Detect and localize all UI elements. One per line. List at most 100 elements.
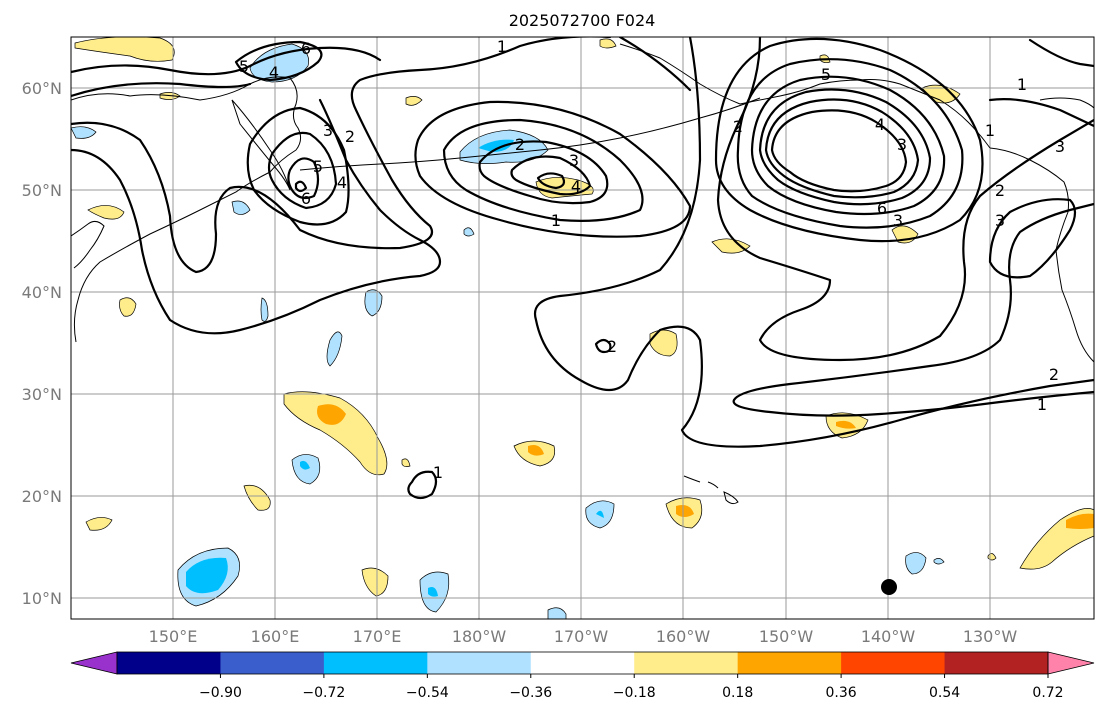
contour-label: 2 xyxy=(1049,365,1059,384)
positive-anomaly xyxy=(361,567,389,597)
contour-labels: 6 5 4 3 2 4 5 6 2 3 4 1 1 1 2 5 2 4 3 6 … xyxy=(239,37,1065,482)
contour-line xyxy=(736,58,964,229)
contour-label: 3 xyxy=(1055,137,1065,156)
negative-anomaly-core xyxy=(596,510,604,518)
contour-label: 1 xyxy=(1017,75,1027,94)
negative-anomaly xyxy=(260,297,269,322)
colorbar-extend-min xyxy=(70,651,118,675)
lat-label-20n: 20°N xyxy=(22,487,62,506)
lon-label-150w: 150°W xyxy=(759,627,814,646)
map-content: 6 5 4 3 2 4 5 6 2 3 4 1 1 1 2 5 2 4 3 6 … xyxy=(71,37,1094,619)
coastline-canada xyxy=(989,147,1094,363)
coastline-kamchatka xyxy=(231,99,291,191)
contour-label: 1 xyxy=(433,463,443,482)
latitude-labels: 60°N 50°N 40°N 30°N 20°N 10°N xyxy=(22,79,62,608)
contour-label: 1 xyxy=(1037,395,1047,414)
lat-label-30n: 30°N xyxy=(22,385,62,404)
positive-anomaly xyxy=(119,297,137,317)
colorbar-tick-label: −0.54 xyxy=(406,685,449,701)
contour-label: 2 xyxy=(515,135,525,154)
contour-line xyxy=(594,338,612,354)
contour-line xyxy=(1028,38,1094,68)
positive-anomaly xyxy=(921,84,961,104)
contour-label: 6 xyxy=(877,199,887,218)
colorbar-tick-labels: −0.90 −0.72 −0.54 −0.36 −0.18 0.18 0.36 0.54 0.7… xyxy=(199,674,1064,701)
contour-line xyxy=(71,98,442,335)
contour-line xyxy=(71,37,612,274)
contour-line xyxy=(533,37,1094,448)
contour-line xyxy=(246,106,350,226)
colorbar-tick-label: 0.36 xyxy=(826,685,857,701)
negative-anomaly-core xyxy=(186,557,228,594)
negative-anomaly xyxy=(905,552,927,575)
positive-anomaly xyxy=(243,484,271,511)
contour-label: 1 xyxy=(985,121,995,140)
negative-anomaly-core xyxy=(478,139,514,152)
colorbar-outline xyxy=(116,651,1049,675)
contour-label: 2 xyxy=(733,117,743,136)
colorbar-tick-label: −0.90 xyxy=(199,685,242,701)
positive-anomaly xyxy=(405,96,423,106)
colorbar-tick-label: −0.18 xyxy=(613,685,656,701)
colorbar-segment xyxy=(427,652,532,674)
lat-label-60n: 60°N xyxy=(22,79,62,98)
positive-anomaly xyxy=(599,38,617,49)
positive-anomaly-core xyxy=(528,445,544,456)
contour-label: 4 xyxy=(571,177,581,196)
colorbar-segment xyxy=(323,652,428,674)
lon-label-180w: 180°W xyxy=(452,627,507,646)
contour-line xyxy=(414,100,692,238)
contour-line xyxy=(510,155,592,196)
lat-label-40n: 40°N xyxy=(22,283,62,302)
contour-label: 2 xyxy=(995,181,1005,200)
negative-anomaly xyxy=(326,331,343,367)
contour-label: 3 xyxy=(323,121,333,140)
lon-label-150e: 150°E xyxy=(149,627,198,646)
storm-position-marker xyxy=(881,579,897,595)
contour-label: 6 xyxy=(301,39,311,58)
colorbar-tick-label: 0.18 xyxy=(722,685,753,701)
lat-label-50n: 50°N xyxy=(22,181,62,200)
positive-anomaly xyxy=(74,37,175,62)
contour-line xyxy=(758,88,932,206)
contour-label: 4 xyxy=(875,115,885,134)
lon-label-160w: 160°W xyxy=(656,627,711,646)
positive-anomaly xyxy=(283,391,388,476)
positive-anomaly xyxy=(711,238,751,254)
contour-line xyxy=(234,40,323,82)
contour-line xyxy=(71,46,382,76)
colorbar-tick-label: 0.72 xyxy=(1032,685,1063,701)
positive-anomaly xyxy=(85,517,113,531)
figure-title: 2025072700 F024 xyxy=(509,11,656,30)
contour-label: 5 xyxy=(239,57,249,76)
contour-line xyxy=(618,37,692,92)
contour-line xyxy=(442,118,644,222)
negative-anomaly xyxy=(71,126,97,139)
colorbar-segments xyxy=(117,652,1049,674)
lon-label-160e: 160°E xyxy=(251,627,300,646)
contour-line xyxy=(732,202,1094,417)
contour-label: 1 xyxy=(551,211,561,230)
contour-line xyxy=(988,198,1077,279)
colorbar-tick-label: 0.54 xyxy=(929,685,960,701)
colorbar-segment xyxy=(841,652,946,674)
lon-label-130w: 130°W xyxy=(963,627,1018,646)
map-frame xyxy=(70,36,1095,620)
contour-line xyxy=(267,131,338,210)
coastline-alaska xyxy=(619,43,991,149)
colorbar-extend-max xyxy=(1047,651,1095,675)
contour-line xyxy=(478,140,609,205)
colorbar-segment xyxy=(634,652,739,674)
negative-anomaly-core xyxy=(428,587,438,597)
contour-line xyxy=(294,180,308,193)
contour-line xyxy=(536,172,566,190)
contour-label: 3 xyxy=(893,211,903,230)
negative-anomaly xyxy=(364,289,383,317)
lat-label-10n: 10°N xyxy=(22,589,62,608)
contour-line xyxy=(764,98,920,199)
colorbar-segment xyxy=(530,652,635,674)
positive-anomaly xyxy=(87,205,125,220)
colorbar-segment xyxy=(737,652,842,674)
negative-anomaly-core xyxy=(300,460,310,470)
